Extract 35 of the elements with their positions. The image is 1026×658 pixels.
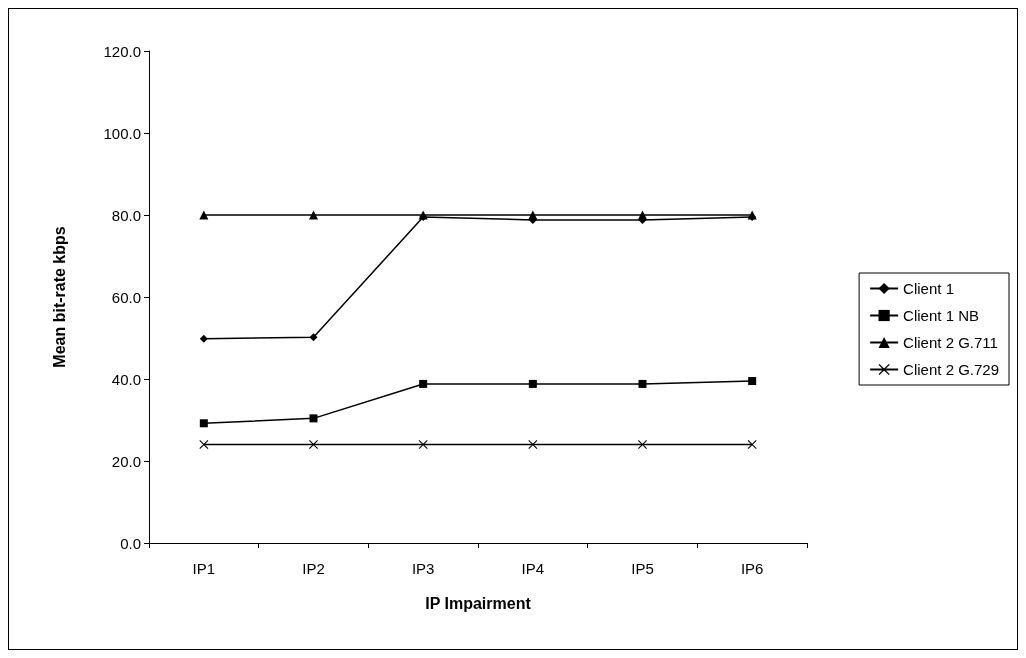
legend-label: Client 1 NB bbox=[903, 307, 979, 324]
y-tick-label: 0.0 bbox=[120, 534, 141, 552]
y-tick-label: 120.0 bbox=[103, 42, 141, 60]
x-tick-label: IP4 bbox=[521, 560, 545, 577]
y-tick-label: 20.0 bbox=[111, 452, 141, 470]
x-tick-label: IP1 bbox=[192, 560, 216, 577]
y-axis-title: Mean bit-rate kbps bbox=[50, 226, 68, 368]
x-tick-label: IP6 bbox=[740, 560, 764, 577]
x-tick-label: IP5 bbox=[631, 560, 654, 577]
point bbox=[748, 377, 757, 386]
legend-label: Client 1 bbox=[903, 280, 954, 297]
y-tick-label: 80.0 bbox=[111, 206, 141, 224]
legend-label: Client 2 G.729 bbox=[903, 361, 999, 378]
y-tick-label: 40.0 bbox=[111, 370, 141, 388]
x-tick-label: IP3 bbox=[411, 560, 435, 577]
point bbox=[638, 210, 647, 220]
point bbox=[309, 210, 318, 220]
point bbox=[199, 419, 208, 428]
point bbox=[528, 440, 538, 450]
y-tick-label: 60.0 bbox=[111, 288, 141, 306]
point bbox=[199, 210, 209, 220]
y-tick-label: 100.0 bbox=[103, 124, 141, 142]
point bbox=[528, 210, 538, 220]
point bbox=[418, 440, 428, 450]
point bbox=[638, 379, 647, 388]
point bbox=[309, 414, 318, 423]
point bbox=[309, 333, 318, 342]
point bbox=[419, 379, 428, 388]
point bbox=[747, 440, 757, 450]
point bbox=[528, 379, 537, 388]
x-axis-title: IP Impairment bbox=[425, 594, 532, 612]
x-tick-label: IP2 bbox=[302, 560, 325, 577]
point bbox=[199, 334, 208, 343]
legend-label: Client 2 G.711 bbox=[903, 334, 998, 351]
point bbox=[199, 440, 209, 450]
